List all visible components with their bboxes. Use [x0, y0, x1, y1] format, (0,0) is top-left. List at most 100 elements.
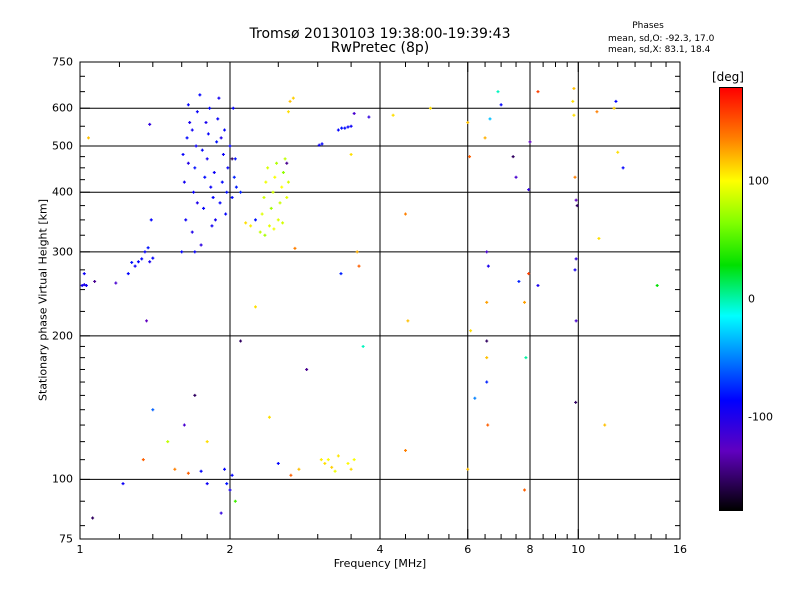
y-tick-label: 300	[52, 245, 73, 259]
data-point	[93, 279, 97, 283]
y-axis-label: Stationary phase Virtual Height [km]	[36, 198, 50, 402]
data-point	[186, 161, 190, 165]
data-point	[403, 448, 407, 452]
data-point	[317, 143, 321, 147]
data-point	[223, 128, 227, 132]
data-point	[219, 136, 223, 140]
data-point	[262, 195, 266, 199]
data-point	[267, 224, 271, 228]
data-point	[82, 272, 86, 276]
data-point	[280, 185, 284, 189]
data-point	[225, 482, 229, 486]
data-point	[597, 236, 601, 240]
data-point	[184, 218, 188, 222]
data-point	[523, 300, 527, 304]
data-point	[574, 319, 578, 323]
data-point	[278, 201, 282, 205]
data-point	[86, 136, 90, 140]
data-point	[216, 117, 220, 121]
data-point	[180, 250, 184, 254]
data-point	[527, 188, 531, 192]
data-point	[233, 157, 237, 161]
x-tick-label: 16	[673, 543, 687, 556]
data-point	[195, 110, 199, 114]
data-point	[293, 246, 297, 250]
data-point	[205, 157, 209, 161]
data-point	[185, 136, 189, 140]
data-point	[346, 125, 350, 129]
data-point	[486, 264, 490, 268]
data-point	[271, 190, 275, 194]
data-point	[226, 166, 230, 170]
data-point	[367, 115, 371, 119]
data-point	[231, 106, 235, 110]
chart-subtitle: RwPretec (8p)	[330, 40, 430, 56]
data-point	[499, 103, 503, 107]
data-point	[571, 99, 575, 103]
data-point	[291, 96, 295, 100]
y-tick-label: 750	[52, 55, 73, 69]
x-tick-label: 6	[464, 543, 472, 556]
data-point	[357, 264, 361, 268]
y-tick-label: 500	[52, 139, 73, 153]
data-point	[333, 469, 337, 473]
data-point	[621, 166, 625, 170]
data-point	[267, 415, 271, 419]
data-point	[80, 283, 84, 287]
data-point	[181, 152, 185, 156]
data-point	[406, 319, 410, 323]
y-tick-label: 100	[52, 472, 73, 486]
data-point	[572, 86, 576, 90]
data-point	[230, 473, 234, 477]
data-point	[145, 319, 149, 323]
data-point	[486, 423, 490, 427]
data-point	[91, 516, 95, 520]
data-point	[239, 339, 243, 343]
data-point	[485, 356, 489, 360]
data-point	[517, 279, 521, 283]
data-point	[336, 454, 340, 458]
data-point	[148, 122, 152, 126]
data-point	[228, 144, 232, 148]
data-point	[488, 117, 492, 121]
data-point	[340, 126, 344, 130]
colorbar-tick-label: 100	[748, 174, 769, 188]
grid-lines	[80, 62, 680, 539]
y-tick-label: 200	[52, 329, 73, 343]
chart-title: Tromsø 20130103 19:38:00-19:39:43	[249, 26, 511, 42]
data-point	[536, 283, 540, 287]
y-tick-label: 75	[59, 532, 73, 546]
data-point	[234, 185, 238, 189]
data-point	[466, 467, 470, 471]
data-point	[215, 140, 219, 144]
data-point	[114, 281, 118, 285]
data-point	[473, 396, 477, 400]
data-point	[485, 339, 489, 343]
data-point	[244, 221, 248, 225]
data-point	[210, 224, 214, 228]
x-axis-label: Frequency [MHz]	[333, 557, 427, 570]
data-point	[219, 511, 223, 515]
data-point	[192, 190, 196, 194]
data-point	[193, 250, 197, 254]
data-point	[275, 161, 279, 165]
data-point	[283, 157, 287, 161]
data-point	[281, 221, 285, 225]
data-point	[146, 246, 150, 250]
data-point	[182, 423, 186, 427]
data-point	[403, 212, 407, 216]
data-point	[523, 488, 527, 492]
data-point	[288, 99, 292, 103]
data-point	[612, 106, 616, 110]
x-tick-label: 2	[226, 543, 234, 556]
data-point	[343, 126, 347, 130]
data-point	[258, 230, 262, 234]
data-point	[232, 175, 236, 179]
data-point	[200, 148, 204, 152]
data-point	[272, 227, 276, 231]
phases-x-stats: mean, sd,X: 83.1, 18.4	[608, 45, 711, 55]
data-point	[224, 212, 228, 216]
data-point	[204, 121, 208, 125]
data-point	[211, 195, 215, 199]
